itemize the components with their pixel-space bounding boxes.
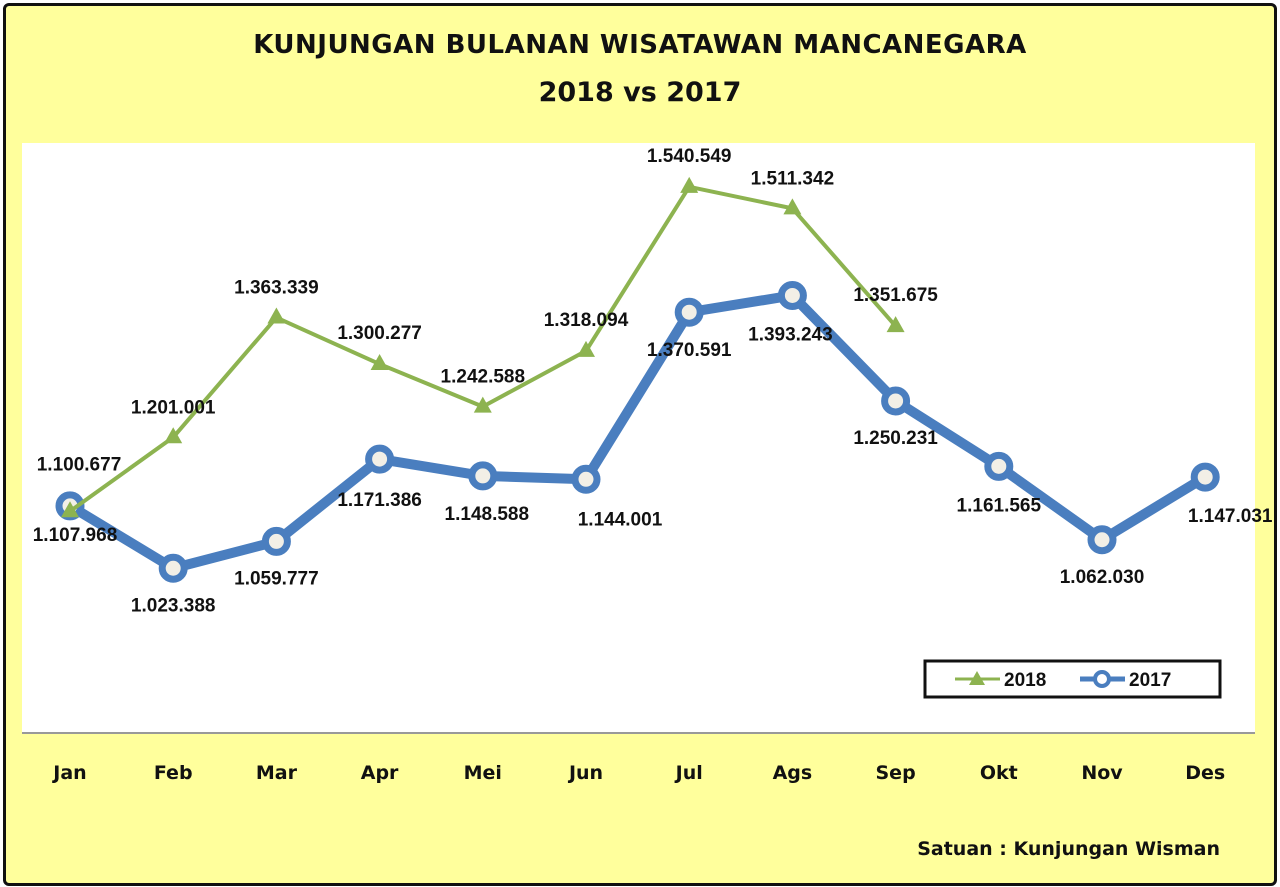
x-tick-label: Feb: [154, 762, 193, 784]
data-point-circle: [984, 451, 1014, 481]
data-point-triangle: [473, 396, 492, 413]
data-point-triangle: [370, 354, 389, 371]
x-tick-label: Jul: [674, 762, 703, 784]
data-label: 1.511.342: [751, 168, 834, 189]
data-label: 1.242.588: [441, 367, 526, 388]
data-label: 1.062.030: [1060, 567, 1145, 588]
series-line-2017: [67, 290, 1208, 574]
x-tick-label: Okt: [980, 762, 1018, 784]
data-point-circle: [468, 461, 498, 491]
data-label: 1.107.968: [33, 525, 118, 546]
x-tick-label: Jan: [51, 762, 86, 784]
data-label: 1.148.588: [445, 504, 530, 525]
data-point-circle: [365, 444, 395, 474]
data-label: 1.100.677: [37, 454, 122, 475]
data-label: 1.370.591: [647, 340, 732, 361]
plot-area: [22, 143, 1255, 733]
x-tick-label: Ags: [773, 762, 813, 784]
data-label: 1.059.777: [234, 568, 319, 589]
x-tick-label: Jun: [567, 762, 603, 784]
legend-label: 2017: [1129, 670, 1171, 691]
data-label: 1.161.565: [957, 495, 1042, 516]
x-tick-label: Mar: [256, 762, 298, 784]
data-label: 1.540.549: [647, 146, 732, 167]
data-label: 1.023.388: [131, 595, 216, 616]
chart-subtitle: 2018 vs 2017: [538, 77, 742, 108]
data-label: 1.393.243: [748, 324, 833, 345]
x-tick-label: Nov: [1081, 762, 1123, 784]
legend-box: [923, 659, 1222, 699]
unit-note: Satuan : Kunjungan Wisman: [917, 838, 1220, 860]
data-point-circle: [881, 386, 911, 416]
legend: 2018 2017: [923, 659, 1222, 699]
data-point-triangle: [783, 198, 802, 215]
data-point-circle: [1190, 462, 1220, 492]
data-label: 1.147.031: [1188, 506, 1273, 527]
legend-marker-circle: [1093, 670, 1111, 688]
data-label: 1.250.231: [853, 428, 938, 449]
x-tick-label: Sep: [876, 762, 916, 784]
data-label: 1.363.339: [234, 278, 319, 299]
data-label: 1.300.277: [337, 323, 422, 344]
x-tick-label: Des: [1185, 762, 1225, 784]
data-point-circle: [571, 464, 601, 494]
series-2018: 1.100.677 1.201.001 1.363.339 1.300.277 1.24…: [37, 146, 938, 518]
data-point-triangle: [267, 307, 286, 324]
data-label: 1.351.675: [853, 285, 938, 306]
data-point-circle: [261, 526, 291, 556]
data-label: 1.318.094: [544, 310, 629, 331]
legend-label: 2018: [1004, 670, 1046, 691]
data-point-triangle: [886, 316, 905, 333]
data-point-triangle: [61, 501, 79, 518]
data-point-circle: [158, 553, 188, 583]
data-point-triangle: [577, 340, 595, 357]
data-point-circle: [777, 280, 807, 310]
chart-title: KUNJUNGAN BULANAN WISATAWAN MANCANEGARA: [253, 30, 1027, 60]
data-point-circle: [1087, 525, 1117, 555]
data-label: 1.171.386: [337, 490, 422, 511]
data-point-triangle: [164, 427, 183, 444]
x-tick-label: Mei: [464, 762, 502, 784]
data-label: 1.201.001: [131, 397, 216, 418]
data-point-circle: [674, 297, 704, 327]
data-point-triangle: [680, 176, 699, 193]
data-label: 1.144.001: [578, 509, 663, 530]
legend-marker-triangle: [969, 671, 985, 685]
x-tick-label: Apr: [361, 762, 399, 784]
